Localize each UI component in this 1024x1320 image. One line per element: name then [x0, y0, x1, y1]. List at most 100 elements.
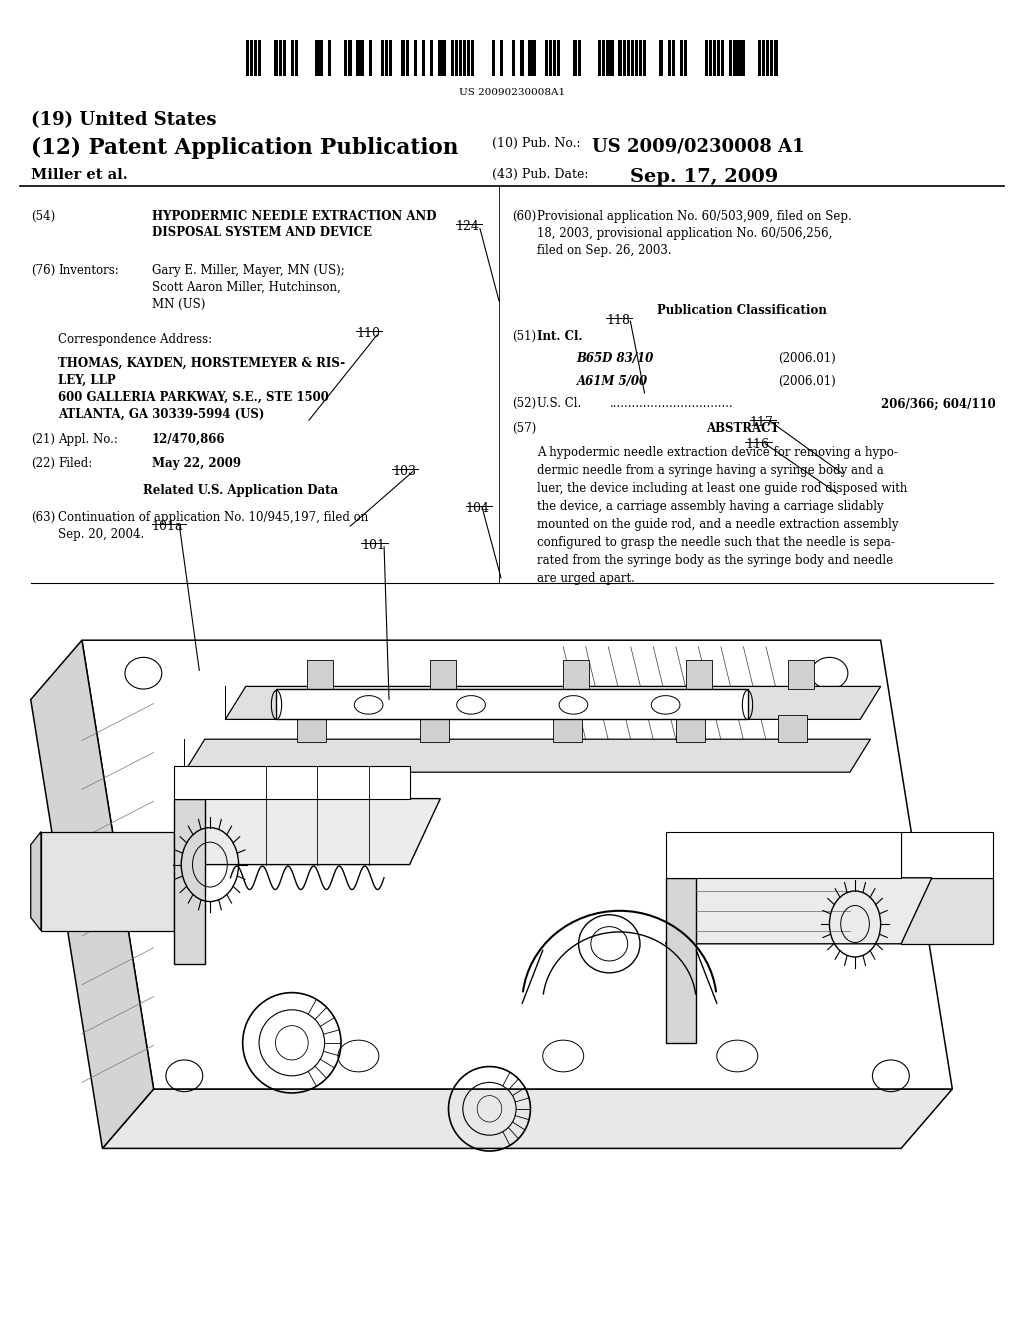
- Polygon shape: [901, 878, 993, 944]
- Bar: [250, 40, 253, 77]
- Bar: [631, 40, 634, 77]
- Text: (43) Pub. Date:: (43) Pub. Date:: [492, 168, 588, 181]
- Polygon shape: [174, 799, 440, 865]
- Bar: [401, 40, 404, 77]
- Polygon shape: [276, 689, 748, 719]
- Bar: [520, 40, 523, 77]
- Bar: [770, 40, 773, 77]
- Bar: [553, 40, 556, 77]
- Text: (22): (22): [31, 457, 54, 470]
- Bar: [492, 40, 495, 77]
- Bar: [684, 40, 687, 77]
- Text: (76): (76): [31, 264, 55, 277]
- Bar: [459, 40, 462, 77]
- Polygon shape: [676, 715, 705, 742]
- Polygon shape: [31, 640, 154, 1148]
- Bar: [348, 40, 351, 77]
- Bar: [606, 40, 609, 77]
- Text: 117: 117: [750, 416, 773, 429]
- Bar: [254, 40, 257, 77]
- Text: 206/366; 604/110: 206/366; 604/110: [881, 397, 995, 411]
- Bar: [467, 40, 470, 77]
- Polygon shape: [686, 660, 712, 689]
- Bar: [442, 40, 445, 77]
- Text: Sep. 17, 2009: Sep. 17, 2009: [630, 168, 778, 186]
- Bar: [598, 40, 601, 77]
- Polygon shape: [174, 766, 410, 799]
- Polygon shape: [184, 739, 870, 772]
- Bar: [705, 40, 708, 77]
- Bar: [602, 40, 605, 77]
- Text: Related U.S. Application Data: Related U.S. Application Data: [143, 484, 338, 498]
- Bar: [463, 40, 466, 77]
- Text: May 22, 2009: May 22, 2009: [152, 457, 241, 470]
- Bar: [680, 40, 683, 77]
- Polygon shape: [666, 878, 696, 1043]
- Polygon shape: [666, 878, 932, 944]
- Text: Int. Cl.: Int. Cl.: [537, 330, 582, 343]
- Polygon shape: [553, 715, 582, 742]
- Bar: [389, 40, 392, 77]
- Bar: [659, 40, 663, 77]
- Text: 12/470,866: 12/470,866: [152, 433, 225, 446]
- Bar: [774, 40, 777, 77]
- Polygon shape: [297, 715, 326, 742]
- Polygon shape: [102, 1089, 952, 1148]
- Text: HYPODERMIC NEEDLE EXTRACTION AND
DISPOSAL SYSTEM AND DEVICE: HYPODERMIC NEEDLE EXTRACTION AND DISPOSA…: [152, 210, 436, 239]
- Bar: [713, 40, 716, 77]
- Bar: [414, 40, 417, 77]
- Text: US 20090230008A1: US 20090230008A1: [459, 88, 565, 98]
- Bar: [737, 40, 740, 77]
- Bar: [672, 40, 675, 77]
- Bar: [762, 40, 765, 77]
- Bar: [258, 40, 261, 77]
- Bar: [721, 40, 724, 77]
- Text: .................................: .................................: [610, 397, 734, 411]
- Polygon shape: [430, 660, 456, 689]
- Bar: [709, 40, 712, 77]
- Bar: [532, 40, 536, 77]
- Text: Inventors:: Inventors:: [58, 264, 119, 277]
- Text: (51): (51): [512, 330, 537, 343]
- Text: THOMAS, KAYDEN, HORSTEMEYER & RIS-
LEY, LLP
600 GALLERIA PARKWAY, S.E., STE 1500: THOMAS, KAYDEN, HORSTEMEYER & RIS- LEY, …: [58, 356, 345, 420]
- Text: Correspondence Address:: Correspondence Address:: [58, 333, 213, 346]
- Text: (19) United States: (19) United States: [31, 111, 216, 129]
- Text: (10) Pub. No.:: (10) Pub. No.:: [492, 137, 581, 150]
- Bar: [528, 40, 531, 77]
- Text: ABSTRACT: ABSTRACT: [706, 422, 779, 436]
- Text: Gary E. Miller, Mayer, MN (US);
Scott Aaron Miller, Hutchinson,
MN (US): Gary E. Miller, Mayer, MN (US); Scott Aa…: [152, 264, 344, 312]
- Bar: [438, 40, 441, 77]
- Bar: [295, 40, 298, 77]
- Text: (2006.01): (2006.01): [778, 352, 836, 366]
- Bar: [766, 40, 769, 77]
- Bar: [627, 40, 630, 77]
- Bar: [356, 40, 359, 77]
- Bar: [455, 40, 458, 77]
- Bar: [381, 40, 384, 77]
- Bar: [668, 40, 671, 77]
- Bar: [274, 40, 278, 77]
- Polygon shape: [563, 660, 589, 689]
- Text: (54): (54): [31, 210, 55, 223]
- Bar: [283, 40, 286, 77]
- Bar: [328, 40, 331, 77]
- Bar: [385, 40, 388, 77]
- Polygon shape: [225, 686, 881, 719]
- Bar: [319, 40, 323, 77]
- Text: A hypodermic needle extraction device for removing a hypo-
dermic needle from a : A hypodermic needle extraction device fo…: [537, 446, 907, 585]
- Text: Miller et al.: Miller et al.: [31, 168, 127, 182]
- Bar: [618, 40, 622, 77]
- Bar: [639, 40, 642, 77]
- Bar: [422, 40, 425, 77]
- Polygon shape: [174, 799, 205, 964]
- Bar: [623, 40, 626, 77]
- Bar: [549, 40, 552, 77]
- Polygon shape: [41, 832, 174, 931]
- Text: U.S. Cl.: U.S. Cl.: [537, 397, 581, 411]
- Polygon shape: [901, 832, 993, 878]
- Text: A61M 5/00: A61M 5/00: [577, 375, 647, 388]
- Polygon shape: [82, 640, 952, 1089]
- Text: 101a: 101a: [152, 520, 183, 533]
- Polygon shape: [666, 832, 901, 878]
- Text: Continuation of application No. 10/945,197, filed on
Sep. 20, 2004.: Continuation of application No. 10/945,1…: [58, 511, 369, 541]
